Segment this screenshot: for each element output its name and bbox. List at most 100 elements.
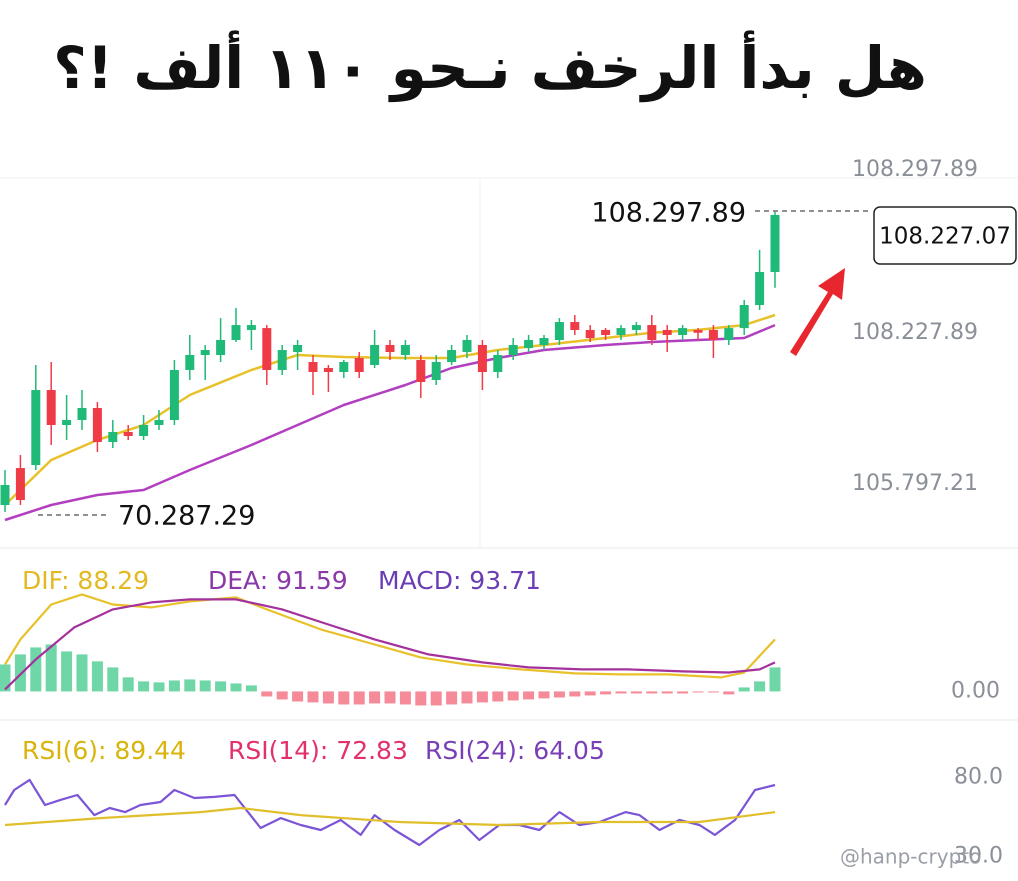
candle-body [92,408,102,443]
histogram-bar [338,691,350,705]
histogram-bar [646,691,658,694]
histogram-bar [569,691,581,697]
candle-body [339,362,349,373]
candle-body [755,271,765,306]
histogram-bar [245,685,257,692]
candle-body [477,344,487,373]
candle-body [123,432,133,436]
histogram-bar [723,691,735,695]
legend-label: RSI(14): 72.83 [228,736,408,765]
histogram-bar [754,681,766,692]
candle-body [15,468,25,501]
histogram-bar [353,691,365,705]
y-tick-label: 108.227.89 [852,320,978,345]
candle-body [200,350,210,355]
candle-body [385,344,395,353]
candle-body [585,329,595,339]
histogram-bar [523,691,535,700]
high-label: 108.297.89 [591,198,746,229]
histogram-bar [107,667,119,692]
histogram-bar [399,691,411,705]
candle-body [323,368,333,373]
candle-body [0,485,10,506]
candle-body [169,370,179,421]
candle-body [277,350,287,371]
histogram-bar [30,647,42,692]
histogram-bar [307,691,319,703]
candle-body [293,344,303,353]
histogram-bar [61,651,73,692]
candle-body [62,420,72,425]
histogram-bar [677,691,689,694]
histogram-bar [153,682,165,692]
histogram-bar [600,691,612,695]
candle-body [308,362,318,373]
histogram-bar [45,644,57,692]
legend-label: RSI(6): 89.44 [22,736,186,765]
histogram-bar [138,681,150,692]
histogram-bar [184,679,196,692]
histogram-bar [122,677,134,692]
histogram-bar [446,691,458,705]
price-box [873,206,1017,265]
candle-body [431,362,441,381]
histogram-bar [661,691,673,694]
candle-body [246,325,256,330]
histogram-bar [91,661,103,692]
histogram-bar [538,691,550,699]
histogram-bar [584,691,596,696]
candle-body [185,354,195,371]
candle-body [154,420,164,425]
candle-body [108,432,118,443]
histogram-bar [630,691,642,694]
y-tick-label: 80.0 [954,765,1003,790]
candle-body [554,322,564,341]
candle-body [31,390,41,466]
line [4,806,776,827]
title: هل بدأ الرخف نـحو ١١٠ ألف !؟ [53,30,927,103]
histogram-bar [276,691,288,700]
candle-body [770,214,780,272]
candle-body [231,325,241,341]
line [4,778,776,847]
arrow [790,268,845,356]
histogram-bar [415,691,427,706]
candle-body [262,328,272,371]
histogram-bar [322,691,334,704]
candle-body [524,340,534,349]
histogram-bar [461,691,473,704]
last-price-label: 108.227.07 [879,224,1011,250]
histogram-bar [292,691,304,702]
histogram-bar [76,654,88,692]
y-tick-label: 0.00 [951,678,1000,703]
candle-body [462,340,472,353]
y-tick-label: 108.297.89 [852,157,978,182]
candle-body [693,329,703,333]
histogram-bar [0,664,11,692]
candle-body [416,360,426,383]
y-tick-label: 105.797.21 [852,471,978,496]
candle-body [447,350,457,363]
histogram-bar [476,691,488,703]
histogram-bar [615,691,627,694]
candle-body [631,325,641,330]
candle-body [708,329,718,341]
histogram-bar [692,691,704,693]
histogram-bar [492,691,504,702]
histogram-bar [384,691,396,704]
histogram-bar [261,691,273,697]
legend-label: DIF: 88.29 [22,566,149,595]
candle-body [647,325,657,341]
candle-body [400,344,410,355]
histogram-bar [215,681,227,692]
low-label: 70.287.29 [118,501,255,532]
histogram-bar [553,691,565,698]
candle-body [46,390,56,425]
histogram-bar [230,683,242,692]
candle-body [216,340,226,355]
candle-body [601,329,611,335]
candle-body [739,305,749,329]
candle-body [354,358,364,373]
